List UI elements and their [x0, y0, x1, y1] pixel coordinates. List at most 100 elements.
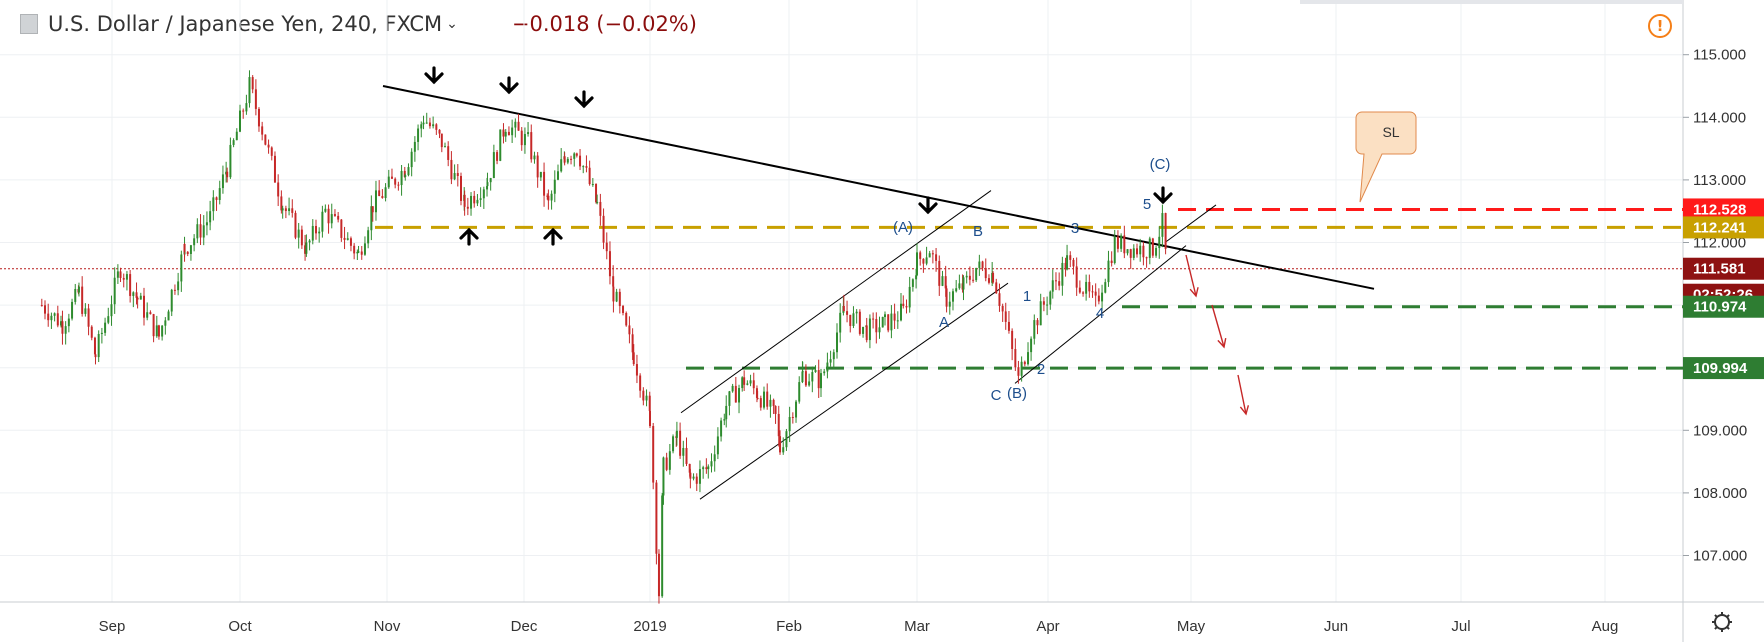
price-tag-label: 112.528 — [1693, 201, 1746, 218]
candle-body — [435, 124, 438, 130]
channel2-lower — [1014, 245, 1187, 384]
candle-body — [370, 206, 373, 231]
candle-body — [404, 175, 407, 177]
candle-body — [1116, 236, 1119, 249]
candle-body — [842, 306, 845, 312]
candle-body — [1033, 320, 1036, 339]
candle-body — [981, 261, 984, 268]
candle-body — [300, 229, 303, 246]
candle-body — [378, 190, 381, 197]
candle-body — [327, 208, 330, 224]
candle-body — [199, 224, 202, 238]
candle-body — [723, 419, 726, 421]
candle-body — [546, 195, 549, 197]
candle-body — [908, 286, 911, 308]
y-tick-label: 108.000 — [1693, 485, 1747, 502]
candle-body — [648, 395, 651, 412]
candle-body — [631, 334, 634, 353]
candle-body — [254, 89, 257, 109]
candle-body — [1046, 304, 1049, 306]
candle-body — [602, 215, 605, 243]
candle-body — [507, 131, 510, 136]
candle-body — [1054, 280, 1057, 282]
price-tag-bg — [1683, 257, 1764, 280]
candle-body — [1145, 257, 1148, 259]
candle-body — [728, 391, 731, 406]
candle-body — [1104, 282, 1107, 293]
candle-body — [499, 129, 502, 161]
wave-label: A — [939, 314, 949, 331]
wave-label: 2 — [1037, 361, 1045, 378]
candle-body — [657, 553, 660, 597]
candle-body — [826, 362, 829, 372]
x-tick-label: 2019 — [633, 618, 666, 635]
candle-body — [668, 451, 671, 470]
x-tick-label: Jun — [1324, 618, 1348, 635]
candle-body — [318, 231, 321, 234]
candle-body — [900, 303, 902, 321]
candle-body — [53, 313, 56, 316]
price-tag: 110.974 — [1683, 295, 1764, 318]
candle-body — [486, 186, 489, 190]
candle-body — [71, 301, 74, 319]
candle-body — [93, 337, 96, 355]
candle-body — [215, 197, 218, 200]
candle-body — [632, 352, 635, 365]
candle-body — [710, 461, 713, 467]
candle-body — [563, 156, 566, 163]
candle-body — [374, 190, 377, 213]
candle-body — [47, 313, 50, 321]
price-tag-label: 111.581 — [1693, 261, 1746, 278]
candle-body — [1017, 367, 1020, 376]
x-tick-label: Mar — [904, 618, 930, 635]
candle-body — [599, 201, 602, 216]
price-tag-label: 110.974 — [1693, 299, 1747, 316]
candle-body — [887, 314, 890, 331]
candle-body — [588, 167, 591, 185]
candle-body — [725, 405, 728, 420]
candle-body — [944, 276, 947, 289]
projection-arrowhead-icon — [1239, 405, 1250, 416]
candle-body — [987, 278, 990, 283]
gear-tooth — [1714, 614, 1718, 618]
candle-body — [149, 312, 152, 315]
candle-body — [61, 321, 64, 334]
candle-body — [639, 375, 642, 391]
candle-body — [968, 275, 971, 280]
candle-body — [763, 391, 766, 408]
candle-body — [1064, 262, 1067, 270]
candle-body — [788, 416, 791, 432]
candle-body — [938, 260, 941, 286]
candle-body — [698, 469, 701, 484]
candle-body — [381, 196, 384, 199]
candle-body — [363, 243, 366, 255]
chevron-down-icon[interactable]: ⌄ — [446, 16, 458, 32]
candle-body — [349, 238, 352, 246]
chart-title[interactable]: U.S. Dollar / Japanese Yen, 240, FXCM — [48, 12, 443, 36]
projection-arrow-icon — [1211, 304, 1225, 348]
candle-body — [277, 182, 280, 197]
channel-upper — [680, 190, 992, 414]
candle-body — [941, 276, 944, 286]
candle-body — [911, 279, 914, 287]
candle-body — [308, 240, 311, 243]
candle-body — [916, 252, 918, 276]
candle-body — [779, 436, 782, 453]
candle-body — [1123, 235, 1126, 254]
warning-icon[interactable]: ! — [1648, 14, 1672, 38]
candle-body — [218, 188, 221, 200]
candle-body — [189, 245, 192, 254]
candle-body — [769, 399, 772, 407]
candle-body — [635, 364, 638, 376]
candle-body — [56, 313, 59, 326]
candle-body — [67, 318, 70, 327]
candle-body — [852, 313, 855, 326]
wave-label: (B) — [1007, 385, 1027, 402]
candle-body — [1049, 291, 1052, 305]
candle-body — [161, 325, 164, 337]
candle-body — [1007, 321, 1010, 331]
candle-body — [155, 325, 158, 337]
candle-body — [759, 398, 762, 408]
candle-body — [164, 320, 167, 326]
